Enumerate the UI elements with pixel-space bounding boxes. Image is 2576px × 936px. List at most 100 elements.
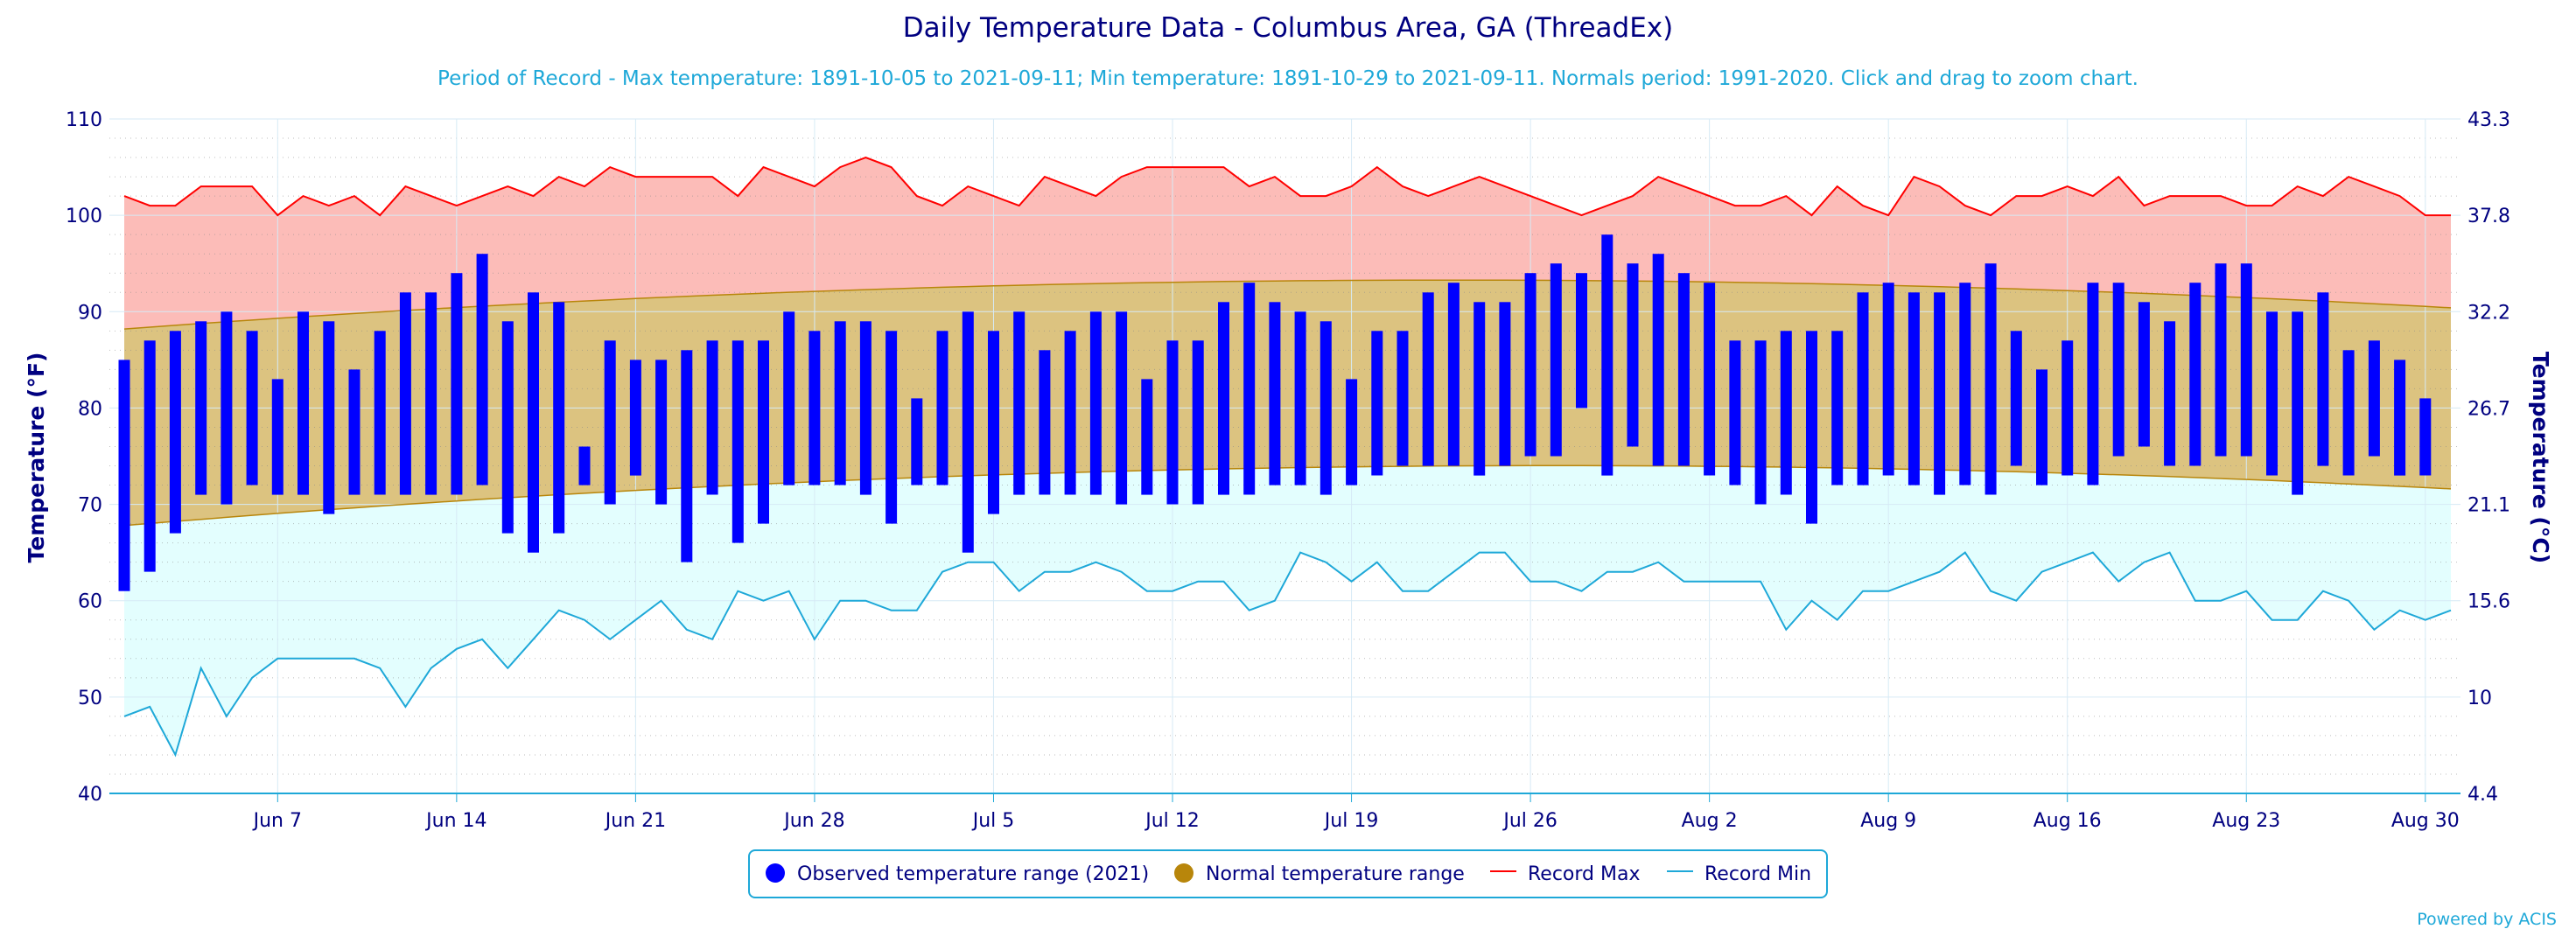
observed-range-bar[interactable] [1320,321,1332,495]
observed-range-bar[interactable] [1524,273,1536,457]
record-max-line[interactable] [123,157,2451,217]
observed-range-bar[interactable] [1141,379,1153,495]
observed-range-bar[interactable] [246,331,258,485]
observed-range-bar[interactable] [1908,292,1920,485]
observed-range-bar[interactable] [1218,302,1229,495]
observed-range-bar[interactable] [1269,302,1281,485]
observed-range-bar[interactable] [604,340,616,505]
observed-range-bar[interactable] [2062,340,2074,476]
observed-range-bar[interactable] [2240,263,2252,457]
observed-range-bar[interactable] [1474,302,1486,476]
observed-range-bar[interactable] [732,340,744,543]
observed-range-bar[interactable] [2266,311,2278,476]
observed-range-bar[interactable] [1346,379,1358,485]
observed-range-bar[interactable] [1550,263,1562,457]
observed-range-bar[interactable] [2087,283,2099,485]
observed-range-bar[interactable] [783,311,795,485]
observed-range-bar[interactable] [2317,292,2329,466]
observed-range-bar[interactable] [2010,331,2022,466]
observed-range-bar[interactable] [2394,360,2406,476]
observed-range-bar[interactable] [2189,283,2202,466]
legend-item-observed[interactable]: Observed temperature range (2021) [766,863,1149,885]
observed-range-bar[interactable] [1294,311,1306,485]
observed-range-bar[interactable] [706,340,718,495]
observed-range-bar[interactable] [988,331,999,514]
observed-range-bar[interactable] [578,446,591,485]
observed-range-bar[interactable] [2292,311,2304,495]
observed-range-bar[interactable] [629,360,641,476]
observed-range-bar[interactable] [2342,350,2355,476]
observed-range-bar[interactable] [323,321,335,514]
observed-range-bar[interactable] [886,331,898,524]
observed-range-bar[interactable] [1396,331,1409,466]
observed-range-bar[interactable] [425,292,438,495]
observed-range-bar[interactable] [1499,302,1511,466]
observed-range-bar[interactable] [681,350,693,562]
observed-range-bar[interactable] [399,292,411,495]
observed-range-bar[interactable] [169,331,181,534]
observed-range-bar[interactable] [962,311,974,553]
observed-range-bar[interactable] [758,340,769,524]
observed-range-bar[interactable] [2368,340,2380,457]
credit-link[interactable]: Powered by ACIS [2417,910,2557,929]
observed-range-bar[interactable] [1039,350,1051,495]
legend-item-record-min[interactable]: Record Min [1667,863,1811,885]
observed-range-bar[interactable] [1729,340,1741,485]
observed-range-bar[interactable] [2138,302,2150,447]
observed-range-bar[interactable] [220,311,233,505]
observed-range-bar[interactable] [808,331,821,485]
observed-range-bar[interactable] [1116,311,1128,505]
legend-item-record-max[interactable]: Record Max [1490,863,1641,885]
record-min-line[interactable] [123,551,2452,758]
observed-range-bar[interactable] [1576,273,1587,409]
observed-range-bar[interactable] [1754,340,1767,505]
observed-range-bar[interactable] [1806,331,1817,524]
observed-range-bar[interactable] [1652,254,1664,466]
observed-range-bar[interactable] [859,321,872,495]
observed-range-bar[interactable] [1780,331,1792,495]
observed-range-bar[interactable] [1371,331,1383,476]
observed-range-bar[interactable] [348,369,360,495]
observed-range-bar[interactable] [476,254,488,485]
observed-range-bar[interactable] [1934,292,1946,495]
observed-range-bar[interactable] [195,321,207,495]
observed-range-bar[interactable] [1192,340,1204,505]
observed-range-bar[interactable] [1627,263,1639,447]
observed-range-bar[interactable] [528,292,539,553]
observed-range-bar[interactable] [1064,331,1076,495]
observed-range-bar[interactable] [1166,340,1179,505]
observed-range-bar[interactable] [2419,398,2432,476]
observed-range-bar[interactable] [298,311,309,495]
observed-range-bar[interactable] [1882,283,1894,476]
observed-range-bar[interactable] [655,360,668,505]
observed-range-bar[interactable] [553,302,565,534]
observed-range-bar[interactable] [936,331,948,485]
observed-range-bar[interactable] [1089,311,1102,495]
observed-range-bar[interactable] [1422,292,1434,466]
observed-range-bar[interactable] [911,398,923,485]
observed-range-bar[interactable] [1243,283,1256,495]
observed-range-bar[interactable] [1447,283,1460,466]
legend-item-normal[interactable]: Normal temperature range [1174,863,1465,885]
observed-range-bar[interactable] [1704,283,1716,476]
observed-range-bar[interactable] [1601,234,1614,476]
observed-range-bar[interactable] [1677,273,1690,466]
observed-range-bar[interactable] [271,379,284,495]
observed-range-bar[interactable] [2215,263,2227,457]
observed-range-bar[interactable] [2164,321,2176,466]
observed-range-bar[interactable] [1831,331,1844,485]
observed-range-bar[interactable] [501,321,514,534]
observed-range-bar[interactable] [1984,263,1997,495]
observed-range-bar[interactable] [144,340,156,572]
observed-range-bar[interactable] [374,331,386,495]
observed-range-bar[interactable] [1857,292,1869,485]
observed-range-bar[interactable] [2112,283,2124,457]
observed-range-bar[interactable] [2036,369,2048,485]
observed-range-bar[interactable] [834,321,846,485]
observed-range-bar[interactable] [451,273,463,495]
observed-range-bar[interactable] [1013,311,1026,495]
observed-range-bar[interactable] [118,360,130,591]
observed-range-bar[interactable] [1959,283,1971,485]
